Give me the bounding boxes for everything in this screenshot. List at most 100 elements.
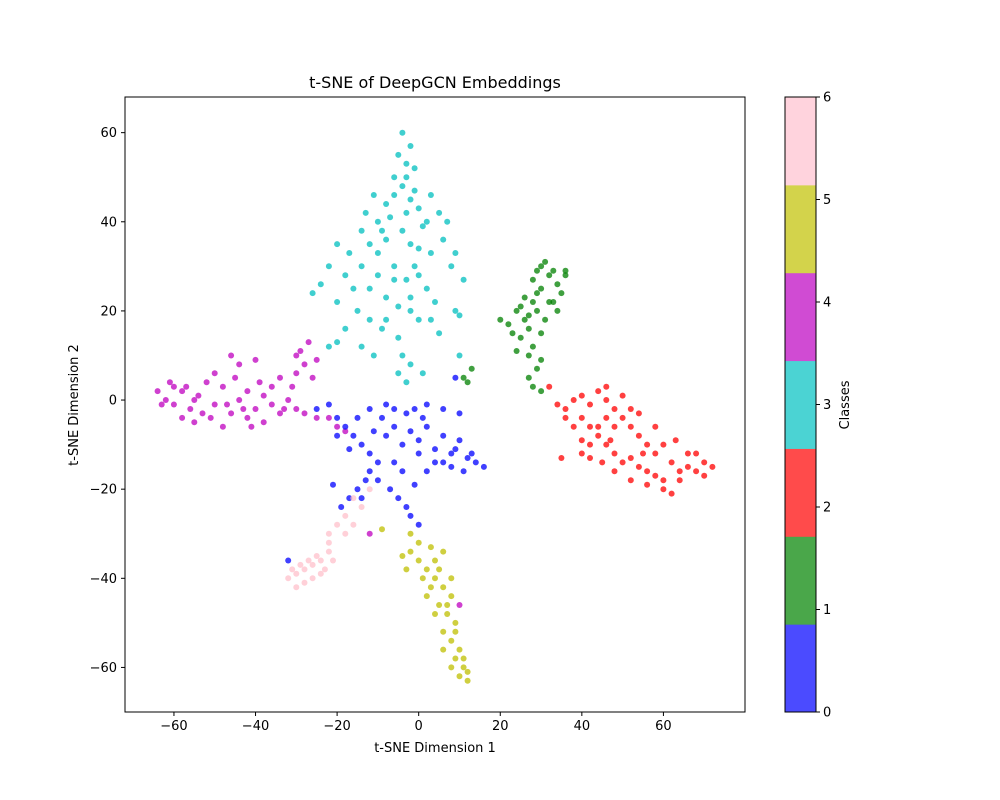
data-point-class-4 <box>162 397 169 403</box>
data-point-class-1 <box>562 267 569 274</box>
data-point-class-4 <box>179 414 186 421</box>
data-point-class-1 <box>525 352 532 359</box>
data-point-class-2 <box>684 463 691 470</box>
data-point-class-0 <box>366 406 373 412</box>
data-point-class-6 <box>317 557 324 564</box>
data-point-class-4 <box>179 388 186 395</box>
y-tick-label: −20 <box>90 483 117 498</box>
data-point-class-0 <box>342 423 349 430</box>
data-point-class-1 <box>517 303 524 310</box>
data-point-class-2 <box>570 423 577 430</box>
data-point-class-1 <box>525 374 532 381</box>
data-point-class-2 <box>693 450 700 457</box>
data-point-class-4 <box>183 383 190 390</box>
data-point-class-2 <box>587 441 593 448</box>
data-point-class-4 <box>252 406 259 412</box>
data-point-class-2 <box>627 455 634 461</box>
data-point-class-0 <box>358 495 365 502</box>
data-point-class-3 <box>334 241 341 248</box>
data-point-class-3 <box>383 316 390 323</box>
data-point-class-2 <box>627 406 634 412</box>
data-point-class-3 <box>366 316 373 323</box>
data-point-class-3 <box>342 325 349 332</box>
data-point-class-2 <box>676 477 683 484</box>
data-point-class-3 <box>383 236 390 243</box>
data-point-class-0 <box>391 406 398 412</box>
data-point-class-3 <box>427 192 434 198</box>
data-point-class-6 <box>297 561 304 568</box>
data-point-class-0 <box>440 459 447 466</box>
data-point-class-3 <box>452 307 459 314</box>
data-point-class-3 <box>317 281 324 288</box>
data-point-class-1 <box>542 258 549 265</box>
data-point-class-3 <box>444 218 451 225</box>
data-point-class-2 <box>652 423 659 430</box>
data-point-class-0 <box>395 495 402 502</box>
y-tick-label: 40 <box>100 215 117 230</box>
colorbar-segment-3 <box>785 360 816 449</box>
data-point-class-3 <box>407 143 414 149</box>
data-point-class-1 <box>505 321 512 328</box>
data-point-class-6 <box>321 566 328 573</box>
data-point-class-2 <box>603 397 610 403</box>
data-point-class-6 <box>293 570 300 577</box>
data-point-class-4 <box>166 379 173 386</box>
data-point-class-3 <box>342 272 349 279</box>
data-point-class-4 <box>232 374 239 381</box>
data-point-class-3 <box>407 196 414 203</box>
x-tick-label: −20 <box>323 719 350 734</box>
data-point-class-5 <box>464 677 471 684</box>
data-point-class-0 <box>350 432 357 439</box>
data-point-class-2 <box>562 406 569 412</box>
data-point-class-4 <box>219 383 226 390</box>
data-point-class-4 <box>219 423 226 430</box>
data-point-class-4 <box>305 339 312 346</box>
data-point-class-6 <box>342 512 349 519</box>
data-point-class-5 <box>432 557 438 564</box>
data-point-class-1 <box>521 294 528 301</box>
colorbar <box>784 96 817 713</box>
data-point-class-4 <box>297 348 304 354</box>
data-point-class-3 <box>395 303 402 310</box>
x-axis-label: t-SNE Dimension 1 <box>374 741 496 756</box>
data-point-class-4 <box>170 383 177 390</box>
data-point-class-4 <box>301 361 308 368</box>
data-point-class-4 <box>211 401 218 408</box>
data-point-class-1 <box>513 348 520 354</box>
data-point-class-3 <box>366 285 373 292</box>
data-point-class-4 <box>256 379 263 386</box>
data-point-class-6 <box>366 486 373 493</box>
data-point-class-6 <box>358 504 365 510</box>
data-point-class-3 <box>427 316 434 323</box>
data-point-class-5 <box>460 655 467 662</box>
data-point-class-0 <box>448 450 455 457</box>
data-point-class-2 <box>603 414 610 421</box>
data-point-class-0 <box>419 414 426 421</box>
data-point-class-0 <box>334 414 341 421</box>
data-point-class-6 <box>305 557 312 564</box>
data-point-class-0 <box>423 401 430 408</box>
data-point-class-3 <box>387 214 394 221</box>
data-point-class-3 <box>354 307 361 314</box>
data-point-class-0 <box>411 481 418 488</box>
data-point-class-6 <box>330 557 336 564</box>
data-point-class-3 <box>325 343 332 350</box>
data-point-class-0 <box>480 463 487 470</box>
data-point-class-2 <box>672 437 679 444</box>
data-point-class-3 <box>399 183 406 190</box>
data-point-class-5 <box>448 637 455 644</box>
data-point-class-3 <box>448 263 455 270</box>
data-point-class-3 <box>407 361 414 368</box>
data-point-class-0 <box>448 463 455 470</box>
data-point-class-4 <box>244 388 251 395</box>
data-point-class-3 <box>423 285 430 292</box>
data-point-class-2 <box>595 423 602 430</box>
data-point-class-4 <box>236 397 243 403</box>
data-point-class-0 <box>399 468 406 475</box>
data-point-class-0 <box>423 423 430 430</box>
data-point-class-5 <box>436 566 443 573</box>
data-point-class-3 <box>383 201 390 207</box>
data-point-class-5 <box>448 575 455 582</box>
data-point-class-0 <box>403 504 410 510</box>
data-point-class-2 <box>627 423 634 430</box>
